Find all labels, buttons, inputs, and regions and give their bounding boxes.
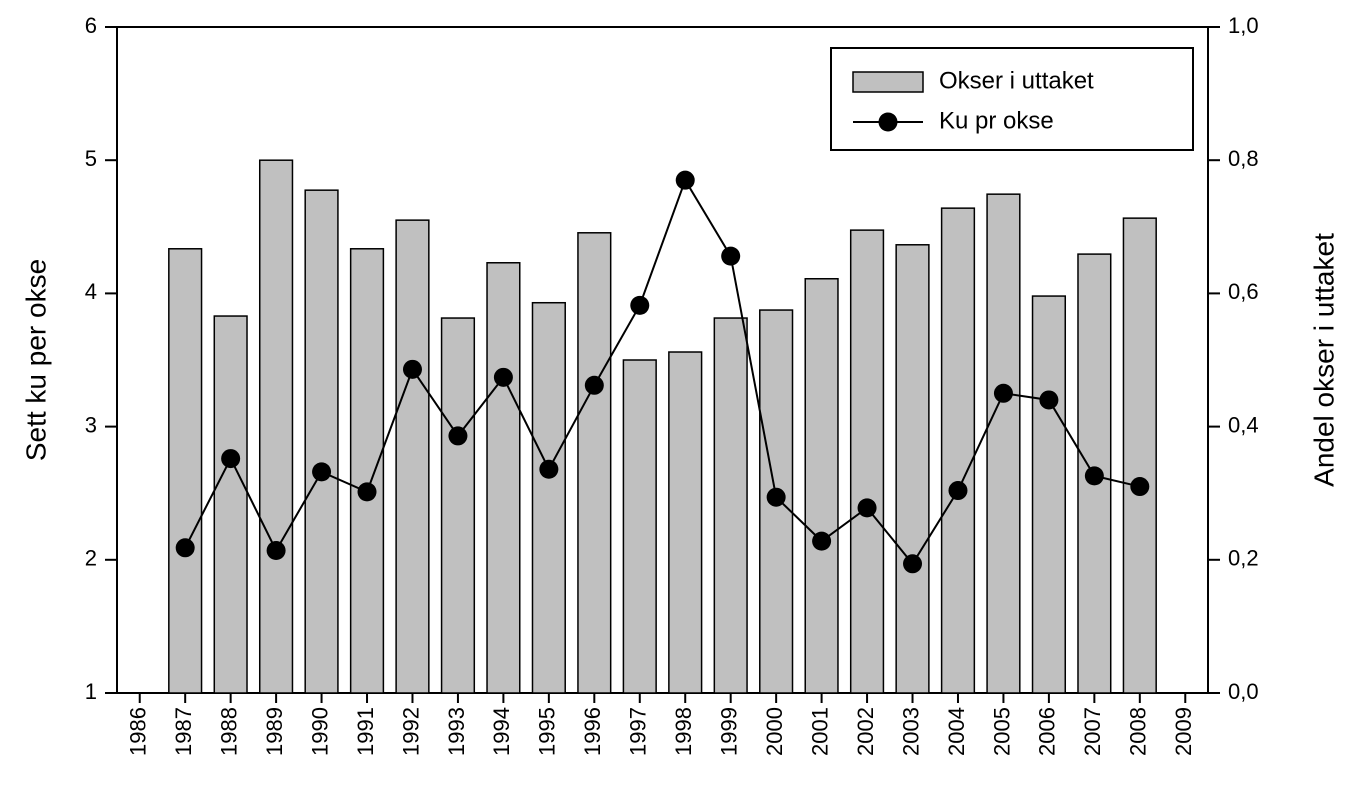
x-tick-label: 2003 [898,707,923,756]
bar [713,317,748,694]
legend-box [830,47,1194,151]
bar [349,248,385,694]
x-tick-label: 1998 [671,707,696,756]
x-tick-label: 1991 [353,707,378,756]
x-tick-label: 1999 [717,707,742,756]
x-tick-label: 1993 [444,707,469,756]
line-marker [1130,477,1150,497]
line-marker [402,359,422,379]
legend-swatch [852,71,924,93]
y2-tick-label: 0,8 [1228,146,1259,171]
bar [304,189,339,694]
line-marker [584,375,604,395]
bar [258,159,294,694]
bar [804,277,839,694]
line-marker [312,462,332,482]
y2-tick-label: 1,0 [1228,13,1259,38]
x-tick-label: 2000 [762,707,787,756]
line-marker [766,487,786,507]
x-tick-label: 1992 [398,707,423,756]
x-tick-label: 2002 [853,707,878,756]
line-marker [812,531,832,551]
line-marker [448,426,468,446]
bar [440,317,476,694]
line-marker [539,459,559,479]
line-marker [175,538,195,558]
bar [940,207,976,694]
x-tick-label: 2004 [944,707,969,756]
x-tick-label: 1987 [171,707,196,756]
legend-marker [878,112,898,132]
line-marker [993,383,1013,403]
x-tick-label: 2009 [1171,707,1196,756]
bar [531,301,566,694]
x-tick-label: 2006 [1035,707,1060,756]
x-tick-label: 1990 [307,707,332,756]
bar [849,229,885,694]
y2-tick-label: 0,6 [1228,279,1259,304]
line-marker [948,481,968,501]
line-marker [266,540,286,560]
y-tick-label: 1 [85,679,97,704]
bar [168,248,203,694]
bar [577,232,612,694]
line-marker [675,170,695,190]
y-tick-label: 2 [85,546,97,571]
bar [668,351,703,694]
y-tick-label: 4 [85,279,97,304]
x-tick-label: 1995 [535,707,560,756]
y-axis-title: Sett ku per okse [20,259,51,461]
legend-label: Ku pr okse [939,107,1054,134]
bar [622,359,657,694]
x-tick-label: 1997 [626,707,651,756]
line-marker [357,482,377,502]
line-marker [1084,466,1104,486]
x-tick-label: 2008 [1126,707,1151,756]
bar [486,262,521,694]
line-marker [630,295,650,315]
bar [895,244,930,694]
x-tick-label: 1986 [126,707,151,756]
y-tick-label: 6 [85,13,97,38]
x-tick-label: 2007 [1080,707,1105,756]
x-tick-label: 1996 [580,707,605,756]
x-tick-label: 1988 [216,707,241,756]
y-tick-label: 3 [85,412,97,437]
bar [986,193,1021,694]
y2-axis-title: Andel okser i uttaket [1308,233,1339,487]
line [184,177,1141,566]
legend-label: Okser i uttaket [939,67,1094,94]
y2-tick-label: 0,0 [1228,679,1259,704]
x-tick-label: 1989 [262,707,287,756]
bar [213,315,248,694]
y2-tick-label: 0,4 [1228,412,1259,437]
line-marker [903,554,923,574]
x-tick-label: 2005 [989,707,1014,756]
y2-tick-label: 0,2 [1228,546,1259,571]
plot-frame [116,26,1209,694]
bar [1031,295,1067,694]
line-marker [857,498,877,518]
line-marker [721,246,741,266]
bar [395,219,430,694]
bar [1122,217,1157,694]
y-tick-label: 5 [85,146,97,171]
line-marker [221,449,241,469]
line-marker [1039,390,1059,410]
x-tick-label: 2001 [807,707,832,756]
x-tick-label: 1994 [489,707,514,756]
line-marker [493,367,513,387]
